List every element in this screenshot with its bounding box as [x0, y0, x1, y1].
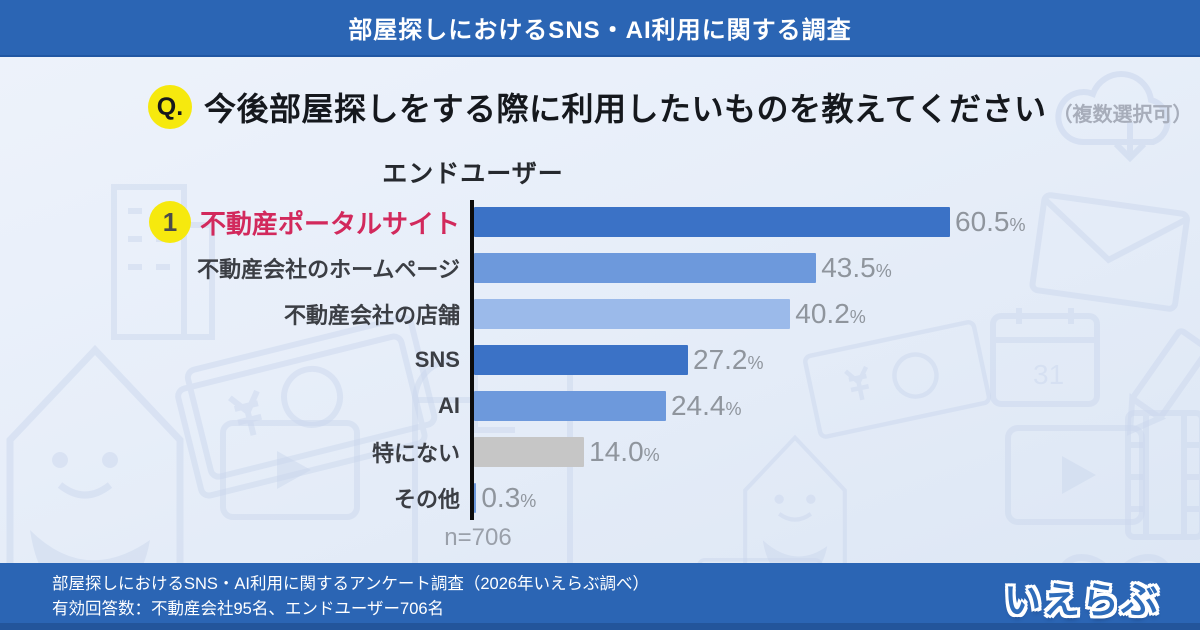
- category-label: SNS: [414, 347, 460, 372]
- value-bar: [474, 437, 585, 467]
- value-bar: [474, 299, 791, 329]
- ielove-logo: いえらぶ: [1004, 579, 1160, 621]
- category-label-cell: その他: [38, 482, 470, 514]
- header-bar: 部屋探しにおけるSNS・AI利用に関する調査: [0, 0, 1200, 57]
- bar-chart: 1 不動産ポータルサイト 60.5% 不動産会社のホームページ 43.5% 不動産会社の店…: [38, 200, 1168, 529]
- question-text: 今後部屋探しをする際に利用したいものを教えてください: [204, 91, 1047, 127]
- category-label: AI: [438, 393, 460, 418]
- value-bar: [474, 253, 817, 283]
- value-label: 24.4%: [670, 390, 742, 421]
- chart-row: 1 不動産ポータルサイト 60.5%: [38, 201, 1168, 243]
- footer-bar: 部屋探しにおけるSNS・AI利用に関するアンケート調査（2026年いえらぶ調べ）…: [0, 563, 1200, 630]
- chart-row: 特にない 14.0%: [38, 436, 1168, 468]
- category-label: その他: [393, 487, 460, 512]
- footer-line1: 部屋探しにおけるSNS・AI利用に関するアンケート調査（2026年いえらぶ調べ）: [52, 574, 650, 593]
- bar-zone: 14.0%: [474, 436, 660, 467]
- value-label: 43.5%: [821, 252, 892, 283]
- category-label-cell: 不動産会社の店舗: [38, 298, 470, 330]
- category-label: 不動産会社の店舗: [283, 303, 460, 328]
- chart-row: AI 24.4%: [38, 390, 1168, 421]
- bar-zone: 0.3%: [474, 482, 537, 513]
- category-label-cell: 不動産会社のホームページ: [38, 252, 470, 284]
- value-label: 60.5%: [955, 206, 1026, 237]
- bar-zone: 27.2%: [474, 344, 764, 375]
- value-label: 27.2%: [693, 344, 764, 375]
- sample-size-label: n=706: [444, 524, 512, 551]
- chart-row: SNS 27.2%: [38, 344, 1168, 375]
- footer-source-text: 部屋探しにおけるSNS・AI利用に関するアンケート調査（2026年いえらぶ調べ）…: [52, 572, 649, 622]
- chart-rows: 1 不動産ポータルサイト 60.5% 不動産会社のホームページ 43.5% 不動産会社の店…: [38, 201, 1168, 514]
- question-badge: Q.: [148, 85, 192, 129]
- category-label-cell: SNS: [38, 347, 470, 373]
- value-label: 0.3%: [481, 482, 537, 513]
- bar-zone: 24.4%: [474, 390, 742, 421]
- category-label-cell: 特にない: [38, 436, 470, 468]
- value-label: 40.2%: [795, 298, 866, 329]
- chart-title: エンドユーザー: [382, 160, 564, 188]
- footer-line2: 有効回答数：不動産会社95名、エンドユーザー706名: [52, 599, 445, 618]
- value-bar: [474, 483, 477, 513]
- bar-zone: 60.5%: [474, 206, 1026, 237]
- chart-row: 不動産会社のホームページ 43.5%: [38, 252, 1168, 284]
- page-title: 部屋探しにおけるSNS・AI利用に関する調査: [348, 17, 852, 44]
- value-bar: [474, 207, 950, 237]
- chart-axis-line: [470, 200, 474, 520]
- question-note: （複数選択可）: [1052, 104, 1193, 126]
- rank-1-badge: 1: [148, 201, 191, 243]
- value-label: 14.0%: [589, 436, 660, 467]
- bar-zone: 43.5%: [474, 252, 892, 283]
- category-label-cell: AI: [38, 393, 470, 419]
- bar-zone: 40.2%: [474, 298, 866, 329]
- category-label: 不動産ポータルサイト: [199, 208, 460, 239]
- question-block: Q. 今後部屋探しをする際に利用したいものを教えてください （複数選択可）: [148, 84, 1192, 130]
- category-label-cell: 1 不動産ポータルサイト: [38, 201, 470, 243]
- chart-row: 不動産会社の店舗 40.2%: [38, 298, 1168, 330]
- value-bar: [474, 345, 688, 375]
- value-bar: [474, 391, 666, 421]
- category-label: 不動産会社のホームページ: [197, 257, 460, 282]
- category-label: 特にない: [371, 441, 460, 466]
- chart-row: その他 0.3%: [38, 482, 1168, 514]
